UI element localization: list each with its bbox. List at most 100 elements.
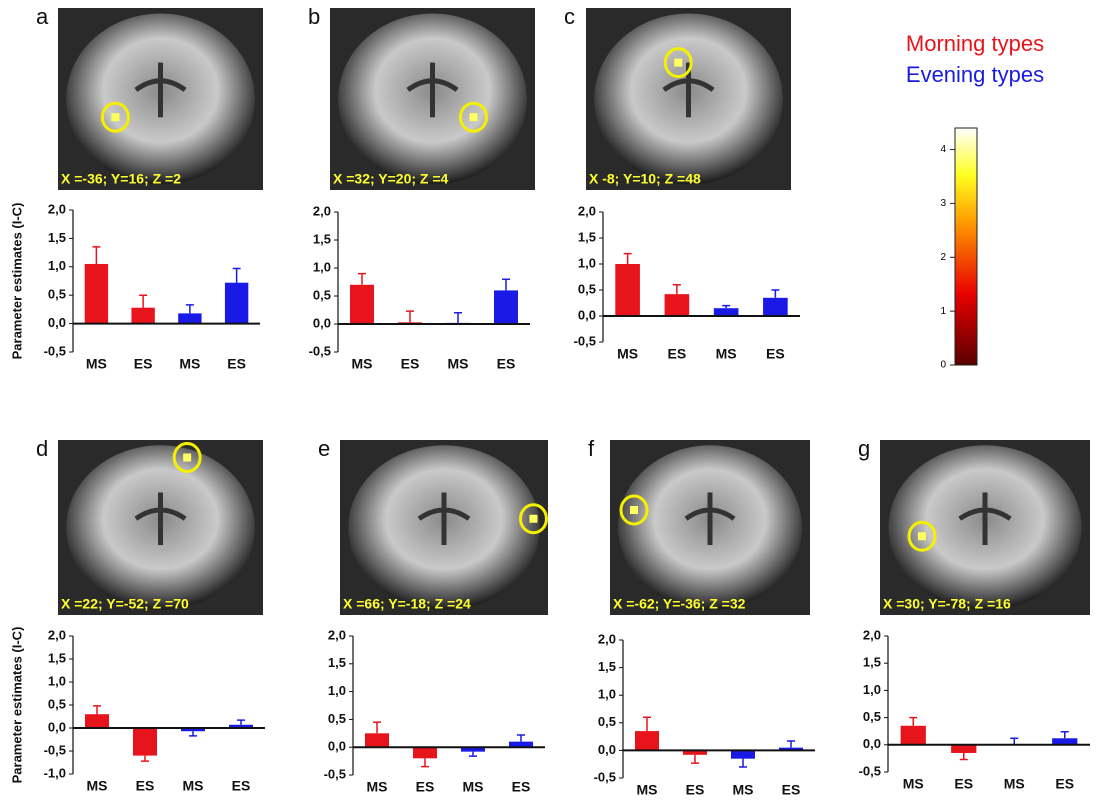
y-tick-label: 0,0 — [578, 307, 596, 322]
bar — [901, 726, 926, 745]
x-tick-label: ES — [401, 356, 420, 372]
bar — [350, 285, 374, 324]
y-tick-label: 1,5 — [578, 229, 596, 244]
x-tick-label: MS — [716, 346, 737, 362]
figure: Morning types Evening types 01234aX =-36… — [0, 0, 1114, 801]
error-bar — [1061, 732, 1069, 739]
x-tick-label: ES — [512, 779, 531, 795]
panel-letter: a — [36, 4, 49, 29]
y-tick-label: -1,0 — [44, 765, 66, 780]
error-bar — [691, 755, 699, 763]
y-tick-label: 1,5 — [48, 650, 66, 665]
y-tick-label: -0,5 — [324, 766, 346, 781]
y-tick-label: 0,0 — [863, 736, 881, 751]
bar — [133, 728, 157, 756]
y-tick-label: 0,5 — [48, 696, 66, 711]
y-tick-label: 2,0 — [598, 631, 616, 646]
x-tick-label: MS — [448, 356, 469, 372]
error-bar — [139, 295, 147, 307]
y-tick-label: 0,0 — [48, 719, 66, 734]
bar — [951, 745, 976, 753]
panel-letter: e — [318, 436, 330, 461]
colorbar-tick-label: 1 — [940, 306, 946, 317]
x-tick-label: ES — [766, 346, 785, 362]
error-bar — [673, 285, 681, 294]
y-tick-label: 1,0 — [863, 682, 881, 697]
y-tick-label: 2,0 — [578, 203, 596, 218]
colorbar — [955, 128, 977, 365]
x-tick-label: MS — [617, 346, 638, 362]
activation — [183, 454, 191, 462]
x-tick-label: MS — [87, 778, 108, 794]
activation — [529, 515, 537, 523]
bar — [714, 308, 739, 316]
y-tick-label: 1,5 — [863, 655, 881, 670]
activation — [111, 113, 119, 121]
error-bar — [186, 305, 194, 314]
y-tick-label: 0,0 — [48, 315, 66, 330]
x-tick-label: MS — [179, 356, 200, 372]
y-tick-label: -0,5 — [594, 769, 616, 784]
bar — [225, 283, 248, 324]
y-tick-label: 2,0 — [48, 201, 66, 216]
y-axis-label: Parameter estimates (I-C) — [9, 627, 24, 784]
image-caption: X =66; Y=-18; Z =24 — [343, 596, 471, 612]
legend-entry: Morning types — [906, 31, 1044, 56]
y-tick-label: 2,0 — [48, 627, 66, 642]
bar — [131, 308, 154, 324]
y-tick-label: 1,0 — [48, 258, 66, 273]
image-caption: X =-62; Y=-36; Z =32 — [613, 596, 746, 612]
panel-letter: g — [858, 436, 870, 461]
bar — [413, 747, 437, 758]
y-tick-label: -0,5 — [309, 343, 331, 358]
image-caption: X -8; Y=10; Z =48 — [589, 171, 701, 187]
error-bar — [469, 752, 477, 756]
y-tick-label: 0,5 — [598, 714, 616, 729]
x-tick-label: ES — [1055, 776, 1074, 792]
error-bar — [406, 311, 414, 322]
panel-letter: c — [564, 4, 575, 29]
y-tick-label: 0,0 — [328, 739, 346, 754]
y-tick-label: 0,0 — [313, 315, 331, 330]
activation — [918, 532, 926, 540]
bar — [635, 731, 659, 750]
error-bar — [624, 254, 632, 264]
error-bar — [771, 290, 779, 298]
bar — [85, 264, 108, 324]
x-tick-label: MS — [1004, 776, 1025, 792]
bar — [85, 714, 109, 728]
error-bar — [454, 313, 462, 323]
x-tick-label: MS — [367, 779, 388, 795]
x-tick-label: MS — [733, 782, 754, 798]
image-caption: X =32; Y=20; Z =4 — [333, 171, 449, 187]
bar — [178, 313, 201, 323]
error-bar — [739, 759, 747, 767]
error-bar — [502, 279, 510, 290]
panel-letter: d — [36, 436, 48, 461]
y-tick-label: 0,5 — [578, 281, 596, 296]
error-bar — [787, 741, 795, 748]
error-bar — [643, 717, 651, 731]
legend-entry: Evening types — [906, 62, 1044, 87]
x-tick-label: ES — [497, 356, 516, 372]
bar — [731, 750, 755, 758]
error-bar — [373, 722, 381, 733]
y-tick-label: 0,5 — [313, 287, 331, 302]
panel-letter: b — [308, 4, 320, 29]
bar — [763, 298, 788, 316]
colorbar-tick-label: 2 — [940, 252, 946, 263]
y-tick-label: 2,0 — [328, 627, 346, 642]
image-caption: X =30; Y=-78; Z =16 — [883, 596, 1011, 612]
y-axis-label: Parameter estimates (I-C) — [9, 203, 24, 360]
y-tick-label: 1,5 — [313, 231, 331, 246]
x-tick-label: MS — [903, 776, 924, 792]
x-tick-label: MS — [86, 356, 107, 372]
error-bar — [237, 720, 245, 725]
activation — [674, 59, 682, 67]
error-bar — [722, 306, 730, 309]
y-tick-label: 0,5 — [328, 711, 346, 726]
y-tick-label: 1,0 — [328, 683, 346, 698]
y-tick-label: 1,0 — [598, 687, 616, 702]
x-tick-label: MS — [463, 779, 484, 795]
x-tick-label: ES — [668, 346, 687, 362]
